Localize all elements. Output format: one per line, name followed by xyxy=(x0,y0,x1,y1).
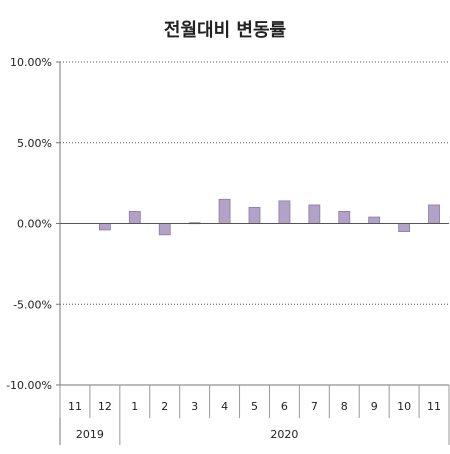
chart-title: 전월대비 변동률 xyxy=(163,20,287,41)
bar xyxy=(248,206,261,224)
bar xyxy=(218,198,231,224)
x-tick-label: 2 xyxy=(161,400,168,413)
year-label: 2019 xyxy=(76,428,104,441)
x-tick-label: 10 xyxy=(397,400,411,413)
bar xyxy=(368,216,381,224)
bar xyxy=(158,223,171,236)
bar xyxy=(338,210,351,224)
year-label: 2020 xyxy=(270,428,298,441)
x-tick-label: 5 xyxy=(251,400,258,413)
y-tick-label: -5.00% xyxy=(13,298,52,311)
bar xyxy=(278,200,291,224)
x-tick-label: 9 xyxy=(371,400,378,413)
bar xyxy=(128,210,141,224)
y-tick-label: 5.00% xyxy=(17,137,52,150)
bar xyxy=(98,223,111,231)
y-tick-label: -10.00% xyxy=(6,379,52,392)
x-tick-label: 1 xyxy=(131,400,138,413)
y-tick-label: 0.00% xyxy=(17,218,52,231)
x-tick-label: 8 xyxy=(341,400,348,413)
x-tick-label: 11 xyxy=(68,400,82,413)
y-tick-label: 10.00% xyxy=(10,56,52,69)
x-tick-label: 3 xyxy=(191,400,198,413)
x-tick-label: 6 xyxy=(281,400,288,413)
bar xyxy=(308,204,321,224)
x-tick-label: 7 xyxy=(311,400,318,413)
x-tick-label: 11 xyxy=(427,400,441,413)
x-tick-label: 4 xyxy=(221,400,228,413)
bar xyxy=(398,223,411,232)
x-tick-label: 12 xyxy=(98,400,112,413)
bar xyxy=(428,204,440,224)
